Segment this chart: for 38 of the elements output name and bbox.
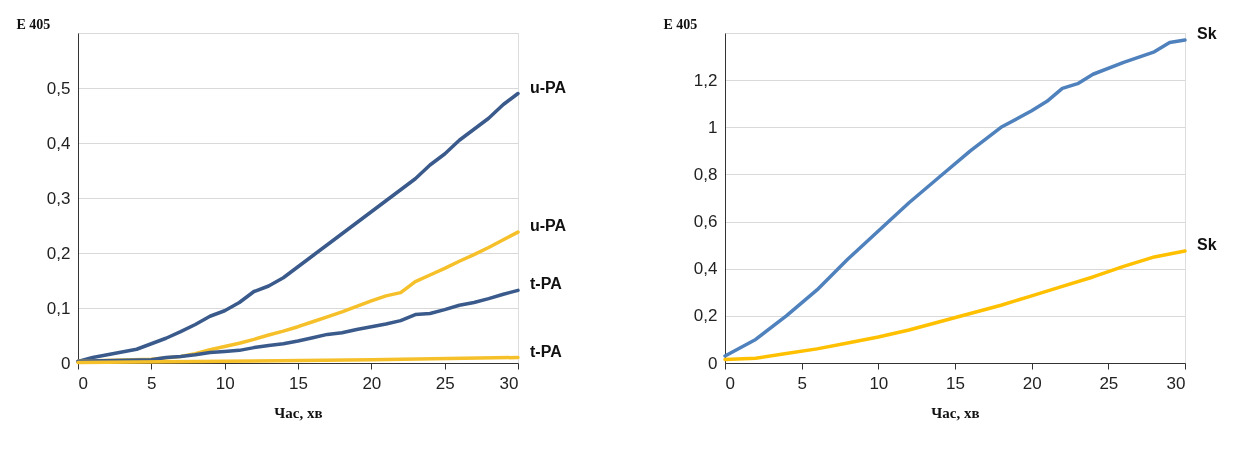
y-tick-label: 0,8 — [693, 164, 718, 184]
y-tick-label: 0,2 — [46, 243, 71, 263]
x-axis-title: Час, хв — [274, 404, 323, 421]
x-tick-label: 20 — [362, 373, 382, 393]
x-tick-label: 10 — [869, 373, 889, 393]
x-tick-label: 0 — [725, 373, 735, 393]
x-tick-label: 10 — [215, 373, 235, 393]
series-label: t-PA — [530, 275, 563, 293]
y-tick-label: 0,1 — [46, 298, 71, 318]
x-tick-label: 15 — [289, 373, 308, 393]
series-label: Sk — [1197, 236, 1217, 254]
y-tick-label: 0,2 — [693, 306, 718, 326]
x-tick-label: 15 — [946, 373, 965, 393]
y-tick-label: 0 — [708, 353, 718, 373]
y-tick-label: 0,6 — [693, 212, 718, 232]
series-label: Sk — [1197, 25, 1217, 43]
x-tick-label: 30 — [1166, 373, 1186, 393]
y-tick-label: 0,5 — [46, 78, 71, 98]
y-tick-label: 0,4 — [46, 133, 71, 153]
y-tick-label: 0,4 — [693, 259, 718, 279]
y-tick-label: 0,3 — [46, 188, 71, 208]
series-label: t-PA — [530, 342, 563, 360]
line-series — [723, 38, 1187, 358]
x-tick-label: 5 — [797, 373, 807, 393]
y-tick-label: 0 — [61, 353, 71, 373]
x-tick-label: 20 — [1022, 373, 1042, 393]
y-tick-label: 1,2 — [693, 70, 718, 90]
series-label: u-PA — [530, 78, 567, 96]
x-tick-label: 25 — [1099, 373, 1119, 393]
series-label: u-PA — [530, 217, 567, 235]
x-tick-label: 30 — [499, 373, 519, 393]
x-axis-title: Час, хв — [931, 404, 980, 421]
x-tick-label: 5 — [147, 373, 157, 393]
x-tick-label: 0 — [78, 373, 88, 393]
x-tick-label: 25 — [435, 373, 455, 393]
y-axis-title: E 405 — [663, 16, 698, 32]
y-axis-title: E 405 — [16, 16, 51, 32]
y-tick-label: 1 — [708, 117, 718, 137]
